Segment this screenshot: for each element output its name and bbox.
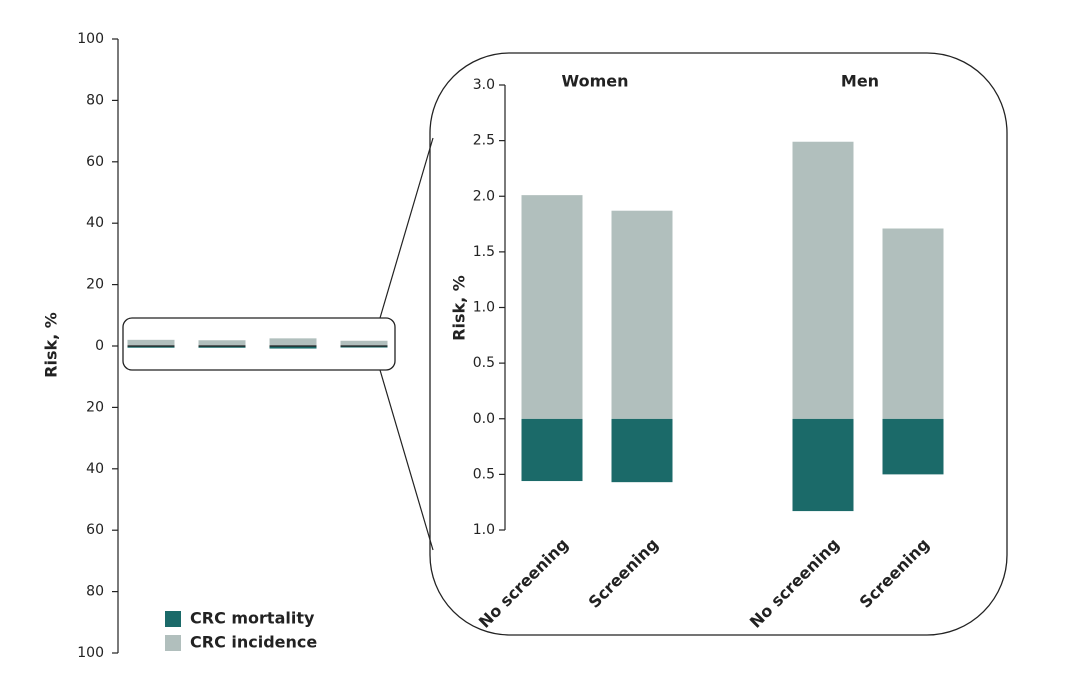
bar [611,210,673,419]
y-tick-label: 80 [86,92,104,108]
inset-y-tick-label: 3.0 [473,77,495,93]
mini-bar [340,340,388,346]
mini-bar [340,346,388,348]
y-tick-label: 20 [86,277,104,293]
x-tick-label: No screening [746,535,843,632]
y-tick-label: 100 [77,31,104,47]
mini-bar [269,346,317,349]
mini-bar [198,346,246,348]
legend-label: CRC incidence [190,633,317,652]
y-tick-label: 100 [77,645,104,661]
inset-y-tick-label: 2.0 [473,188,495,204]
bar [882,228,944,419]
y-tick-label: 0 [95,338,104,354]
mini-bar [127,346,175,348]
mini-bar [198,340,246,346]
mini-bar [269,338,317,346]
bar [792,141,854,419]
x-tick-label: Screening [585,535,662,612]
legend-swatch [165,635,181,651]
bar [611,418,673,483]
bar [521,418,583,482]
y-tick-label: 80 [86,584,104,600]
inset-y-axis-label: Risk, % [450,275,469,341]
inset-y-tick-label: 0.5 [473,355,495,371]
group-label: Men [841,72,879,91]
legend-swatch [165,611,181,627]
inset-y-tick-label: 1.5 [473,244,495,260]
x-tick-label: Screening [856,535,933,612]
y-tick-label: 40 [86,461,104,477]
inset-frame [429,52,1008,636]
inset-y-tick-label: 0.5 [473,466,495,482]
bar [521,195,583,419]
y-tick-label: 60 [86,522,104,538]
zoom-line [379,369,434,551]
bar [792,418,854,512]
y-axis-label: Risk, % [42,312,61,378]
inset-y-tick-label: 2.5 [473,133,495,149]
y-tick-label: 20 [86,399,104,415]
inset-y-tick-label: 1.0 [473,522,495,538]
legend-label: CRC mortality [190,609,315,628]
inset-y-tick-label: 0.0 [473,411,495,427]
y-tick-label: 40 [86,215,104,231]
y-tick-label: 60 [86,154,104,170]
group-label: Women [562,72,629,91]
bar [882,418,944,475]
inset-y-tick-label: 1.0 [473,300,495,316]
zoom-line [379,137,434,319]
x-tick-label: No screening [475,535,572,632]
zoom-box [122,317,396,371]
mini-bar [127,339,175,346]
